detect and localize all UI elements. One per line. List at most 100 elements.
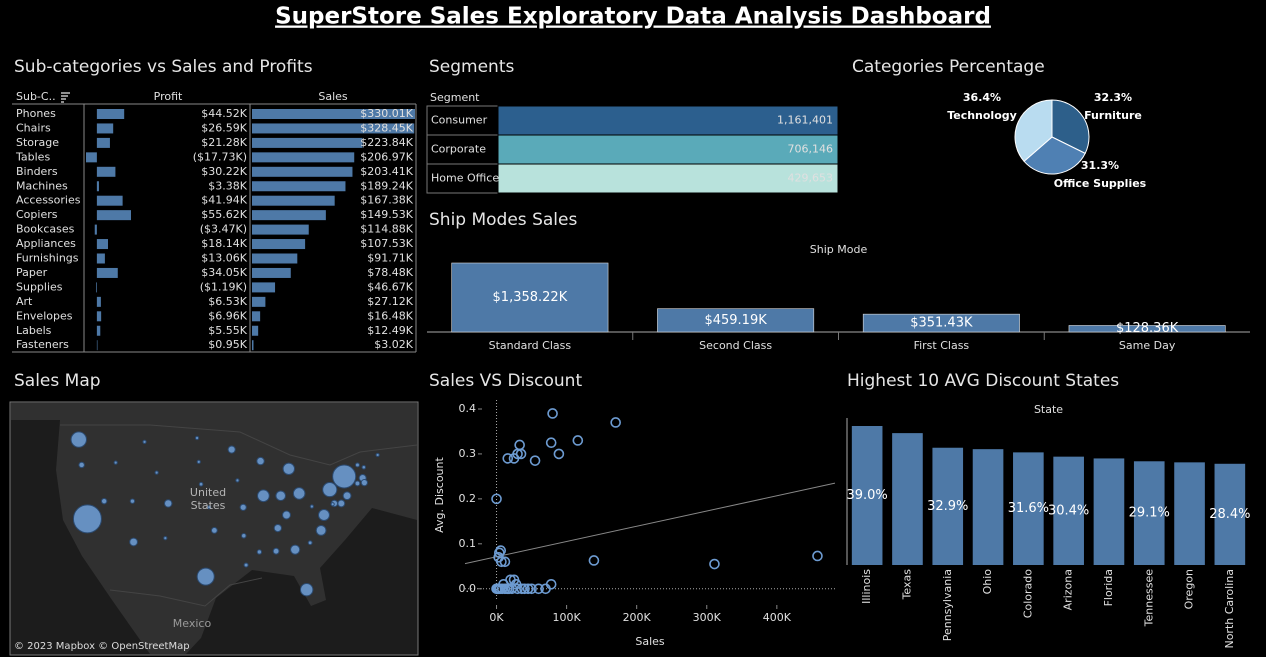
category-label: Second Class [699, 339, 772, 352]
map-bubble [360, 479, 368, 487]
scatter-point [503, 583, 515, 595]
y-tick-label: 0.4 [459, 402, 477, 415]
sales-bar [252, 311, 261, 322]
scatter-point [516, 583, 528, 595]
profit-label: $5.55K [208, 324, 247, 337]
bar [657, 308, 815, 333]
row-label: Corporate [431, 143, 486, 156]
pie-slice [1051, 99, 1090, 155]
profit-bar [96, 166, 116, 177]
profit-bar [96, 340, 98, 351]
scatter-point [553, 448, 565, 460]
map-bubble [282, 510, 291, 520]
y-tick-label: 0.2 [459, 492, 477, 505]
bar [1013, 452, 1044, 565]
sales-bar [252, 123, 415, 134]
map-bubble [239, 503, 247, 511]
pie-slice [1014, 99, 1053, 162]
sales-bar [252, 325, 259, 336]
map-border [60, 424, 418, 466]
value-label: 28.4% [1209, 507, 1250, 522]
profit-bar [96, 253, 105, 264]
map-bubble [257, 489, 270, 503]
category-label: Same Day [1119, 339, 1176, 352]
profit-label: $6.53K [208, 295, 247, 308]
category-label: Florida [1102, 569, 1115, 606]
row-label: Phones [16, 107, 56, 120]
profit-label: $30.22K [201, 165, 247, 178]
profit-label: $44.52K [201, 107, 247, 120]
row-label: Consumer [431, 114, 488, 127]
scatter-point [610, 417, 621, 428]
profit-label: ($1.19K) [200, 280, 247, 293]
scatter-point [496, 583, 508, 595]
section-title: Categories Percentage [852, 57, 1045, 77]
row-label: Home Office [431, 172, 499, 185]
row-label: Paper [16, 266, 48, 279]
profit-label: $34.05K [201, 266, 247, 279]
map-bubble [113, 460, 118, 465]
row-label: Supplies [16, 280, 63, 293]
map-bubble [330, 502, 335, 507]
section-title: Sales VS Discount [429, 371, 582, 391]
scatter-point [572, 435, 584, 446]
profit-bar [96, 239, 109, 250]
category-label: Texas [900, 569, 913, 601]
scatter-point [812, 550, 823, 562]
section-title: Sub-categories vs Sales and Profits [14, 57, 313, 77]
row-label: Envelopes [16, 309, 73, 322]
bar [851, 426, 883, 565]
bar [1214, 463, 1246, 565]
value-label: $1,358.22K [493, 290, 568, 305]
map-bubble [154, 470, 159, 475]
slice-label: Office Supplies [1054, 177, 1147, 190]
bar [862, 313, 1020, 333]
map-bubble [78, 461, 85, 469]
sales-label: $149.53K [360, 208, 413, 221]
map-bubble [337, 499, 346, 508]
map-bubble [129, 498, 136, 504]
sales-label: $203.41K [360, 165, 413, 178]
x-tick-label: 100K [553, 611, 582, 624]
category-label: Arizona [1062, 569, 1075, 610]
sales-label: $223.84K [360, 136, 413, 149]
map-bubble [354, 480, 361, 487]
profit-label: $3.38K [208, 179, 247, 192]
profit-bar [96, 123, 114, 134]
x-tick-label: 300K [693, 611, 722, 624]
map-bubble [256, 549, 263, 555]
column-header: Segment [430, 91, 480, 104]
row-label: Art [16, 295, 33, 308]
profit-bar [96, 311, 102, 322]
map-bubble [142, 439, 147, 444]
category-label: Standard Class [489, 339, 572, 352]
section-title: Ship Modes Sales [429, 210, 577, 230]
scatter-point [515, 448, 527, 460]
map-bubble [299, 583, 314, 597]
scatter-point [502, 453, 514, 464]
map-bubble [72, 504, 102, 534]
map-bubble [210, 526, 218, 534]
sales-label: $78.48K [367, 266, 413, 279]
map-bubble [163, 499, 173, 508]
bar [892, 433, 923, 565]
profit-label: $55.62K [201, 208, 247, 221]
y-tick-label: 0.3 [459, 447, 477, 460]
value-label: 30.4% [1048, 503, 1089, 518]
value-label: 1,161,401 [777, 114, 833, 127]
scatter-point [709, 558, 720, 570]
slice-value-label: 32.3% [1094, 91, 1132, 104]
profit-label: $13.06K [201, 252, 247, 265]
profit-bar [96, 267, 118, 278]
value-label: 706,146 [788, 143, 834, 156]
row-label: Tables [15, 150, 50, 163]
sales-label: $12.49K [367, 324, 413, 337]
value-label: 31.6% [1008, 501, 1049, 516]
column-header: Profit [154, 90, 183, 103]
value-label: 39.0% [846, 488, 887, 503]
sales-label: $330.01K [360, 107, 413, 120]
sales-label: $16.48K [367, 309, 413, 322]
sales-bar [252, 109, 415, 119]
map-bubble [307, 540, 313, 546]
row-label: Binders [16, 165, 58, 178]
